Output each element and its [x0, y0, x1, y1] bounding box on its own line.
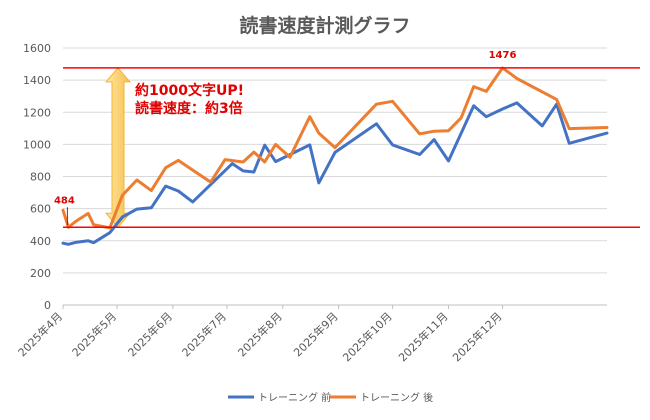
y-tick-label: 400 — [30, 235, 51, 248]
x-tick-label: 2025年5月 — [69, 309, 119, 359]
y-tick-label: 1000 — [23, 138, 51, 151]
y-tick-label: 1400 — [23, 74, 51, 87]
y-tick-label: 200 — [30, 267, 51, 280]
callout: 約1000文字UP! 読書速度：約3倍 — [135, 82, 244, 117]
ref-layer: 1476 484 — [54, 50, 640, 229]
x-tick-label: 2025年9月 — [291, 309, 341, 359]
legend-label-2: トレーニング 後 — [360, 391, 433, 404]
reference-label-bottom: 484 — [54, 195, 75, 206]
x-tick-label: 2025年8月 — [235, 309, 285, 359]
series-line-2 — [61, 66, 609, 230]
chart-title: 読書速度計測グラフ — [239, 14, 410, 37]
x-tick-label: 2025年11月 — [395, 309, 450, 364]
series-line-1 — [61, 101, 609, 246]
legend: トレーニング 前 トレーニング 後 — [228, 391, 433, 404]
callout-line-1: 約1000文字UP! — [135, 82, 244, 99]
y-axis-ticks: 0 200 400 600 800 1000 1200 1400 1600 — [23, 42, 51, 312]
y-tick-label: 0 — [44, 299, 51, 312]
x-tick-label: 2025年10月 — [340, 309, 395, 364]
x-tick-label: 2025年7月 — [179, 309, 229, 359]
legend-label-1: トレーニング 前 — [258, 391, 331, 404]
y-tick-label: 1600 — [23, 42, 51, 55]
grid-layer — [63, 47, 607, 306]
x-tick-label: 2025年4月 — [15, 309, 65, 359]
reference-label-top: 1476 — [489, 50, 517, 61]
x-axis-ticks: 2025年4月 2025年5月 2025年6月 2025年7月 2025年8月 2025年… — [15, 305, 505, 364]
callout-line-2: 読書速度：約3倍 — [135, 100, 243, 117]
y-tick-label: 600 — [30, 203, 51, 216]
y-tick-label: 1200 — [23, 106, 51, 119]
x-tick-label: 2025年12月 — [449, 309, 504, 364]
y-tick-label: 800 — [30, 171, 51, 184]
x-tick-label: 2025年6月 — [125, 309, 175, 359]
